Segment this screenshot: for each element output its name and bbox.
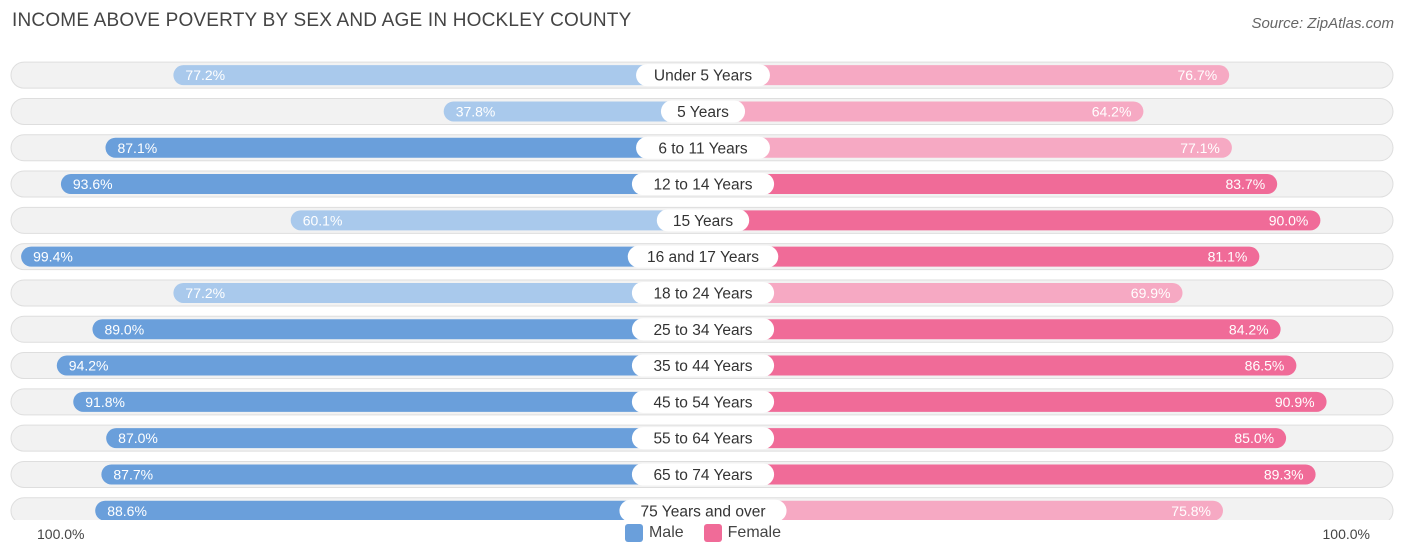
category-label: 25 to 34 Years [653, 322, 752, 339]
male-value-label: 99.4% [33, 249, 73, 265]
male-bar [95, 500, 703, 520]
female-value-label: 77.1% [1180, 140, 1220, 156]
legend: Male Female [0, 524, 1406, 542]
category-pill [631, 318, 775, 341]
male-value-label: 77.2% [185, 285, 225, 301]
category-label: 5 Years [677, 104, 729, 121]
male-bar [105, 137, 703, 158]
category-label: 6 to 11 Years [658, 140, 748, 157]
category-label: 65 to 74 Years [653, 467, 752, 484]
male-bar [106, 428, 704, 449]
category-label: 55 to 64 Years [653, 431, 752, 448]
female-value-label: 89.3% [1264, 466, 1304, 482]
category-pill [636, 136, 770, 159]
female-value-label: 69.9% [1131, 285, 1171, 301]
male-value-label: 60.1% [303, 212, 343, 228]
female-value-label: 90.0% [1269, 212, 1309, 228]
category-pill [627, 245, 779, 268]
female-bar [703, 137, 1232, 158]
legend-label-male: Male [648, 524, 684, 541]
category-pill [656, 209, 750, 232]
female-value-label: 64.2% [1092, 103, 1132, 119]
category-pill [631, 173, 775, 196]
female-value-label: 83.7% [1225, 176, 1265, 192]
male-bar [60, 174, 704, 195]
category-label: Under 5 Years [654, 68, 752, 85]
category-label: 75 Years and over [641, 503, 766, 520]
female-bar [703, 101, 1144, 122]
male-bar [173, 65, 703, 86]
female-value-label: 84.2% [1229, 321, 1269, 337]
female-bar [703, 65, 1230, 86]
male-bar [73, 391, 703, 412]
female-value-label: 90.9% [1275, 394, 1315, 410]
category-pill [631, 427, 775, 450]
male-value-label: 93.6% [73, 176, 113, 192]
female-bar [703, 174, 1278, 195]
female-bar [703, 210, 1321, 231]
axis-right-label: 100.0% [1322, 526, 1370, 542]
chart-svg: 77.2% 76.7% Under 5 Years 37.8% 64.2% 5 Years… [10, 61, 1394, 520]
male-value-label: 37.8% [456, 103, 496, 119]
male-value-label: 88.6% [107, 503, 147, 519]
male-value-label: 87.0% [118, 430, 158, 446]
source-label: Source: ZipAtlas.com [1251, 15, 1394, 32]
category-pill [636, 64, 770, 87]
male-bar [443, 101, 703, 122]
female-value-label: 81.1% [1208, 249, 1248, 265]
male-bar [290, 210, 703, 231]
male-value-label: 87.7% [113, 466, 153, 482]
male-value-label: 91.8% [85, 394, 125, 410]
female-bar [703, 319, 1281, 340]
category-pill [631, 281, 775, 304]
male-value-label: 89.0% [104, 321, 144, 337]
male-bar [21, 246, 703, 267]
category-label: 12 to 14 Years [653, 177, 752, 194]
male-value-label: 94.2% [69, 358, 109, 374]
female-bar [703, 428, 1287, 449]
female-bar [703, 500, 1223, 520]
male-bar [92, 319, 703, 340]
male-bar [56, 355, 703, 376]
category-label: 18 to 24 Years [653, 285, 752, 302]
axis-left-label: 100.0% [37, 526, 85, 542]
category-label: 16 and 17 Years [647, 249, 759, 266]
male-bar [101, 464, 704, 485]
male-bar [173, 282, 703, 303]
category-label: 45 to 54 Years [653, 394, 752, 411]
female-bar [703, 282, 1183, 303]
female-bar [703, 355, 1297, 376]
category-pill [631, 354, 775, 377]
category-label: 35 to 44 Years [653, 358, 752, 375]
female-bar [703, 464, 1316, 485]
legend-swatch-male [624, 524, 643, 542]
category-pill [660, 100, 746, 123]
legend-label-female: Female [727, 524, 782, 541]
category-pill [631, 463, 775, 486]
female-value-label: 86.5% [1245, 358, 1285, 374]
female-bar [703, 246, 1260, 267]
chart-title: INCOME ABOVE POVERTY BY SEX AND AGE IN H… [12, 10, 632, 31]
male-value-label: 87.1% [117, 140, 157, 156]
female-value-label: 85.0% [1234, 430, 1274, 446]
legend-item-male[interactable]: Male [624, 524, 684, 542]
category-pill [631, 390, 775, 413]
legend-item-female[interactable]: Female [703, 524, 782, 542]
female-value-label: 76.7% [1177, 67, 1217, 83]
category-label: 15 Years [673, 213, 734, 230]
female-value-label: 75.8% [1171, 503, 1211, 519]
female-bar [703, 391, 1327, 412]
legend-swatch-female [703, 524, 722, 542]
male-value-label: 77.2% [185, 67, 225, 83]
category-pill [619, 499, 787, 520]
